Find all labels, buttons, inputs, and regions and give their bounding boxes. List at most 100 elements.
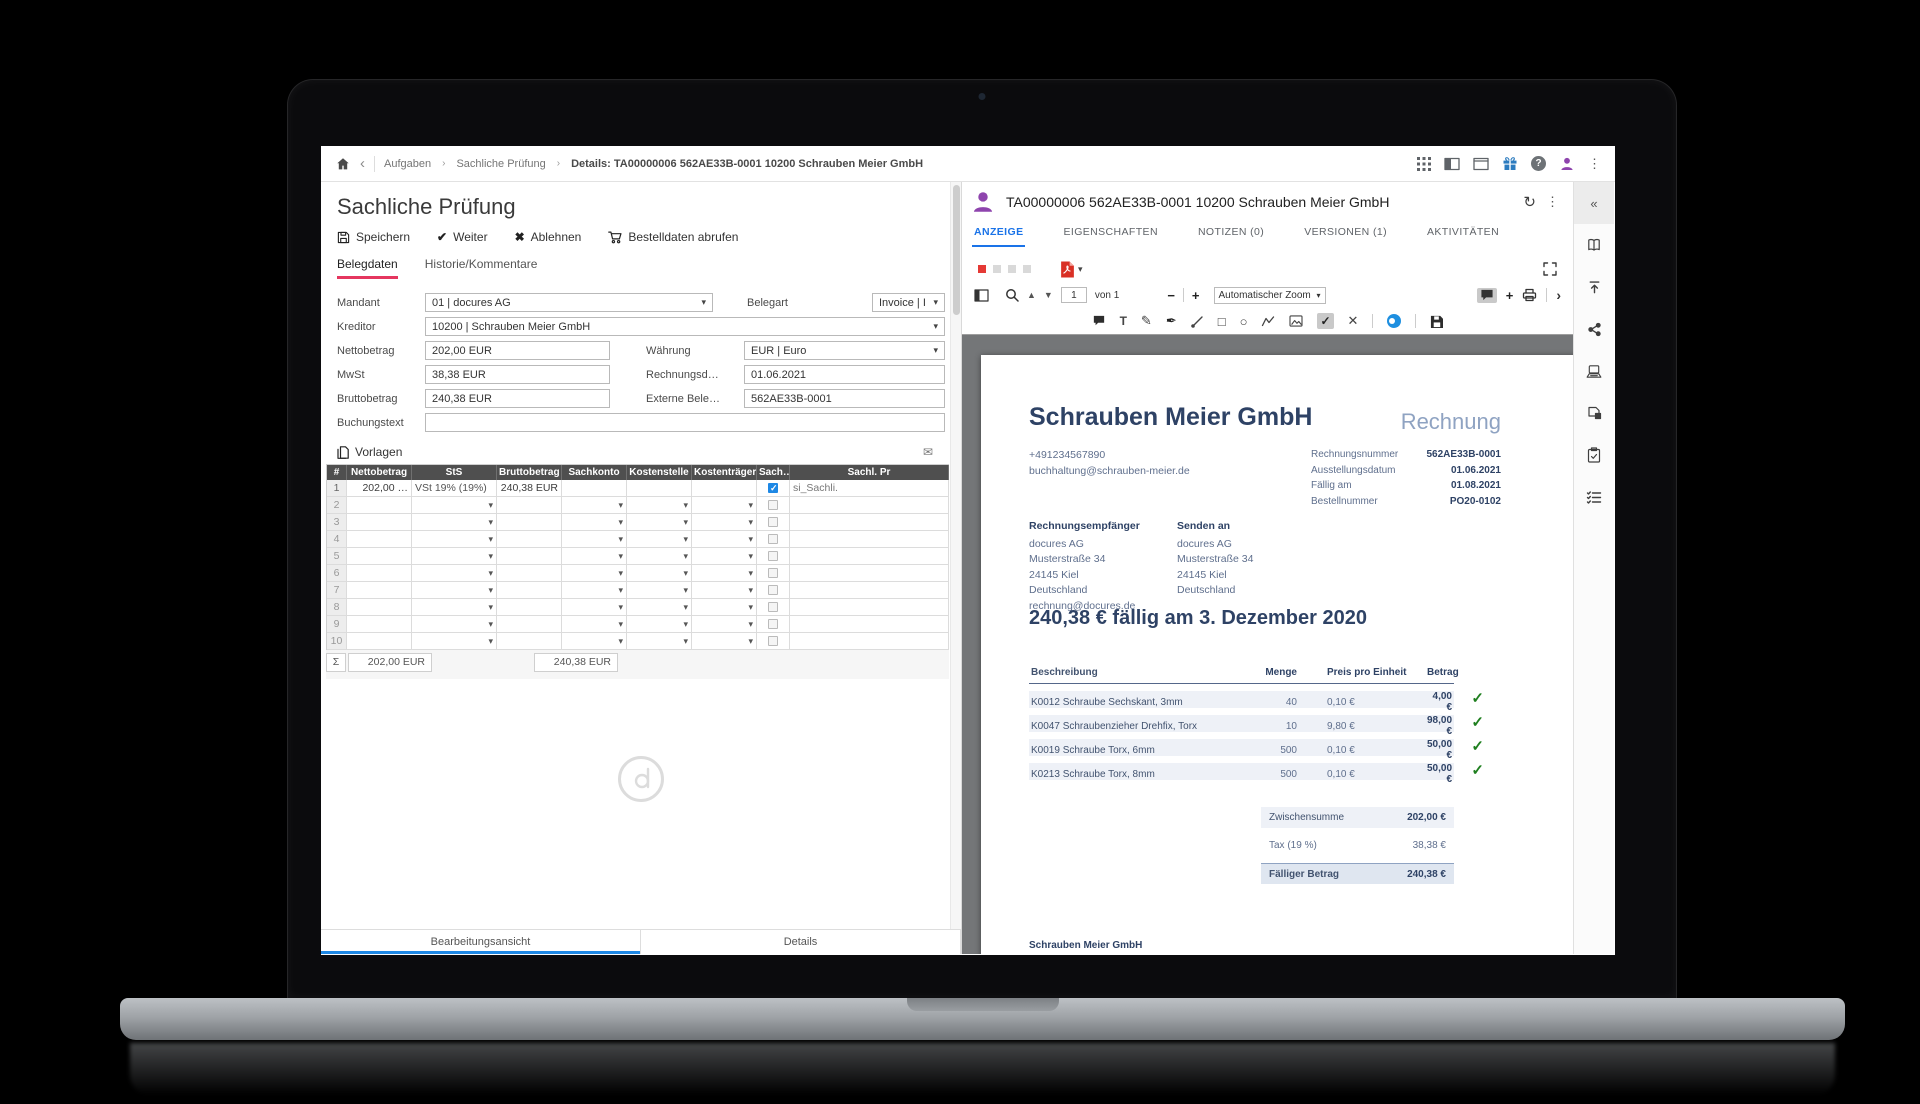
- sts-dropdown[interactable]: [412, 599, 497, 616]
- sts-dropdown[interactable]: [412, 531, 497, 548]
- sachkonto-dropdown[interactable]: [562, 565, 627, 582]
- kostentraeger-dropdown[interactable]: [692, 548, 757, 565]
- page-up-icon[interactable]: ▲: [1027, 290, 1036, 300]
- kostenstelle-dropdown[interactable]: [627, 616, 692, 633]
- sachl-pruefung-cell[interactable]: si_Sachli.: [790, 480, 949, 497]
- tab-notizen[interactable]: NOTIZEN (0): [1197, 226, 1265, 238]
- scanner-icon[interactable]: [1574, 350, 1614, 392]
- sts-cell[interactable]: VSt 19% (19%): [412, 480, 497, 497]
- table-row[interactable]: 2: [327, 497, 949, 514]
- checkbox[interactable]: [768, 551, 778, 561]
- checkbox[interactable]: [768, 517, 778, 527]
- annotation-color-red-swatch[interactable]: [978, 265, 986, 273]
- table-row[interactable]: 10: [327, 633, 949, 650]
- upload-icon[interactable]: [1574, 266, 1614, 308]
- checkbox[interactable]: [768, 619, 778, 629]
- sts-dropdown[interactable]: [412, 633, 497, 650]
- apps-grid-icon[interactable]: [1417, 156, 1431, 171]
- pen-tool-icon[interactable]: ✒: [1165, 313, 1177, 328]
- tab-anzeige[interactable]: ANZEIGE: [972, 222, 1026, 247]
- check-annotation[interactable]: ✓: [1471, 762, 1484, 779]
- collapse-panel-button[interactable]: «: [1574, 182, 1614, 224]
- waehrung-select[interactable]: EUR | Euro ▾: [744, 341, 945, 360]
- comment-mode-button-active[interactable]: [1476, 287, 1497, 303]
- user-account-icon[interactable]: [1559, 156, 1575, 172]
- table-row[interactable]: 9: [327, 616, 949, 633]
- kostentraeger-cell[interactable]: [692, 480, 757, 497]
- tab-historie-kommentare[interactable]: Historie/Kommentare: [424, 257, 538, 271]
- kostenstelle-dropdown[interactable]: [627, 531, 692, 548]
- table-row[interactable]: 1 202,00 … VSt 19% (19%) 240,38 EUR si_S…: [327, 480, 949, 497]
- text-tool-icon[interactable]: T: [1119, 314, 1127, 328]
- kostentraeger-dropdown[interactable]: [692, 497, 757, 514]
- sachkonto-cell[interactable]: [562, 480, 627, 497]
- breadcrumb-item-aufgaben[interactable]: Aufgaben: [384, 157, 432, 170]
- kostentraeger-dropdown[interactable]: [692, 565, 757, 582]
- gift-icon[interactable]: [1502, 156, 1518, 172]
- sts-dropdown[interactable]: [412, 565, 497, 582]
- kostenstelle-dropdown[interactable]: [627, 633, 692, 650]
- kostenstelle-dropdown[interactable]: [627, 565, 692, 582]
- tab-aktivitaeten[interactable]: AKTIVITÄTEN: [1426, 226, 1500, 238]
- more-menu-icon[interactable]: ⋮: [1588, 155, 1601, 171]
- sachkonto-dropdown[interactable]: [562, 616, 627, 633]
- bruttobetrag-input[interactable]: 240,38 EUR: [425, 389, 610, 408]
- reject-button[interactable]: ✖ Ablehnen: [514, 230, 582, 244]
- continue-button[interactable]: ✔ Weiter: [437, 230, 488, 244]
- sachkonto-dropdown[interactable]: [562, 633, 627, 650]
- kostentraeger-dropdown[interactable]: [692, 616, 757, 633]
- add-annotation-icon[interactable]: +: [1505, 287, 1514, 303]
- kostentraeger-dropdown[interactable]: [692, 582, 757, 599]
- workflow-icon[interactable]: [1574, 392, 1614, 434]
- tab-bearbeitungsansicht[interactable]: Bearbeitungsansicht: [321, 930, 641, 954]
- mandant-select[interactable]: 01 | docures AG ▾: [425, 293, 713, 312]
- kostentraeger-dropdown[interactable]: [692, 514, 757, 531]
- polyline-tool-icon[interactable]: [1261, 315, 1275, 327]
- sts-dropdown[interactable]: [412, 548, 497, 565]
- home-icon[interactable]: [335, 156, 351, 172]
- netto-cell[interactable]: 202,00 …: [347, 480, 412, 497]
- sidebar-toggle-icon[interactable]: [974, 288, 989, 302]
- table-row[interactable]: 8: [327, 599, 949, 616]
- table-row[interactable]: 7: [327, 582, 949, 599]
- document-more-menu-icon[interactable]: ⋮: [1546, 194, 1559, 209]
- sts-dropdown[interactable]: [412, 616, 497, 633]
- annotation-color-swatch[interactable]: [1008, 265, 1016, 273]
- fetch-order-data-button[interactable]: Bestelldaten abrufen: [608, 230, 738, 244]
- annotation-color-swatch[interactable]: [993, 265, 1001, 273]
- sts-dropdown[interactable]: [412, 514, 497, 531]
- toolbar-expand-icon[interactable]: ›: [1556, 287, 1561, 303]
- kostenstelle-dropdown[interactable]: [627, 599, 692, 616]
- kostenstelle-dropdown[interactable]: [627, 497, 692, 514]
- help-icon[interactable]: ?: [1531, 156, 1546, 171]
- brutto-cell[interactable]: 240,38 EUR: [497, 480, 562, 497]
- sachkonto-dropdown[interactable]: [562, 531, 627, 548]
- check-annotation[interactable]: ✓: [1471, 738, 1484, 755]
- sachkonto-dropdown[interactable]: [562, 599, 627, 616]
- sts-dropdown[interactable]: [412, 582, 497, 599]
- pdf-export-button[interactable]: ▾: [1060, 261, 1083, 278]
- table-row[interactable]: 4: [327, 531, 949, 548]
- sts-dropdown[interactable]: [412, 497, 497, 514]
- breadcrumb-item-sachliche-pruefung[interactable]: Sachliche Prüfung: [456, 157, 546, 170]
- kostenstelle-dropdown[interactable]: [627, 548, 692, 565]
- kostentraeger-dropdown[interactable]: [692, 599, 757, 616]
- rectangle-tool-icon[interactable]: □: [1217, 313, 1226, 329]
- table-row[interactable]: 6: [327, 565, 949, 582]
- zoom-select[interactable]: Automatischer Zoom ▾: [1213, 286, 1326, 304]
- table-row[interactable]: 5: [327, 548, 949, 565]
- table-row[interactable]: 3: [327, 514, 949, 531]
- checkbox[interactable]: [768, 534, 778, 544]
- page-down-icon[interactable]: ▼: [1043, 290, 1053, 300]
- window-layout-icon[interactable]: [1473, 157, 1489, 171]
- tab-eigenschaften[interactable]: EIGENSCHAFTEN: [1063, 226, 1158, 238]
- check-annotation[interactable]: ✓: [1471, 714, 1484, 731]
- nettobetrag-input[interactable]: 202,00 EUR: [425, 341, 610, 360]
- belegart-select[interactable]: Invoice | I ▾: [872, 293, 945, 312]
- annotation-color-swatch[interactable]: [1023, 265, 1031, 273]
- tab-belegdaten[interactable]: Belegdaten: [337, 257, 398, 279]
- image-stamp-icon[interactable]: [1289, 315, 1304, 327]
- kostentraeger-dropdown[interactable]: [692, 633, 757, 650]
- envelope-icon[interactable]: ✉: [922, 445, 933, 459]
- documentation-book-icon[interactable]: [1574, 224, 1614, 266]
